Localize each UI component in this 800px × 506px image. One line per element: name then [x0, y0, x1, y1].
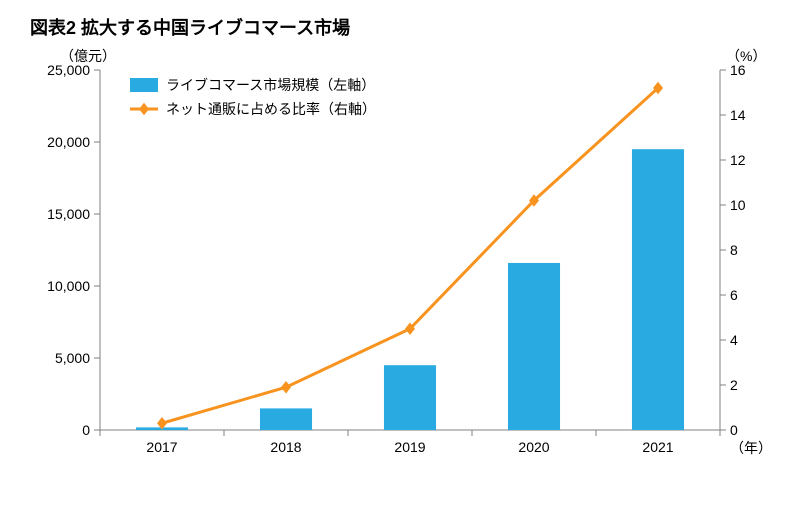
y-right-tick-label: 8	[730, 242, 738, 258]
y-left-tick-label: 5,000	[55, 350, 90, 366]
bar	[260, 408, 312, 430]
legend-swatch-marker	[139, 103, 149, 116]
bar	[384, 365, 436, 430]
legend-swatch-bar	[130, 78, 158, 92]
x-tick-label: 2019	[394, 439, 425, 455]
legend-label: ネット通販に占める比率（右軸）	[166, 101, 376, 117]
line-marker	[281, 381, 291, 394]
x-axis-title: （年）	[730, 438, 772, 458]
y-right-tick-label: 6	[730, 287, 738, 303]
bar	[508, 263, 560, 430]
y-left-axis-title: （億元）	[60, 46, 116, 66]
chart-canvas: 05,00010,00015,00020,00025,0000246810121…	[0, 0, 800, 506]
y-left-tick-label: 20,000	[47, 134, 90, 150]
y-left-tick-label: 0	[82, 422, 90, 438]
y-right-tick-label: 10	[730, 197, 746, 213]
y-left-tick-label: 10,000	[47, 278, 90, 294]
y-right-tick-label: 2	[730, 377, 738, 393]
y-right-axis-title: （%）	[726, 46, 766, 66]
x-tick-label: 2020	[518, 439, 549, 455]
legend-label: ライブコマース市場規模（左軸）	[166, 77, 375, 93]
x-tick-label: 2018	[270, 439, 301, 455]
x-tick-label: 2017	[146, 439, 177, 455]
x-tick-label: 2021	[642, 439, 673, 455]
y-left-tick-label: 15,000	[47, 206, 90, 222]
y-right-tick-label: 12	[730, 152, 746, 168]
y-right-tick-label: 4	[730, 332, 738, 348]
bar	[632, 149, 684, 430]
y-right-tick-label: 14	[730, 107, 746, 123]
chart-title: 図表2 拡大する中国ライブコマース市場	[30, 14, 350, 40]
y-right-tick-label: 0	[730, 422, 738, 438]
